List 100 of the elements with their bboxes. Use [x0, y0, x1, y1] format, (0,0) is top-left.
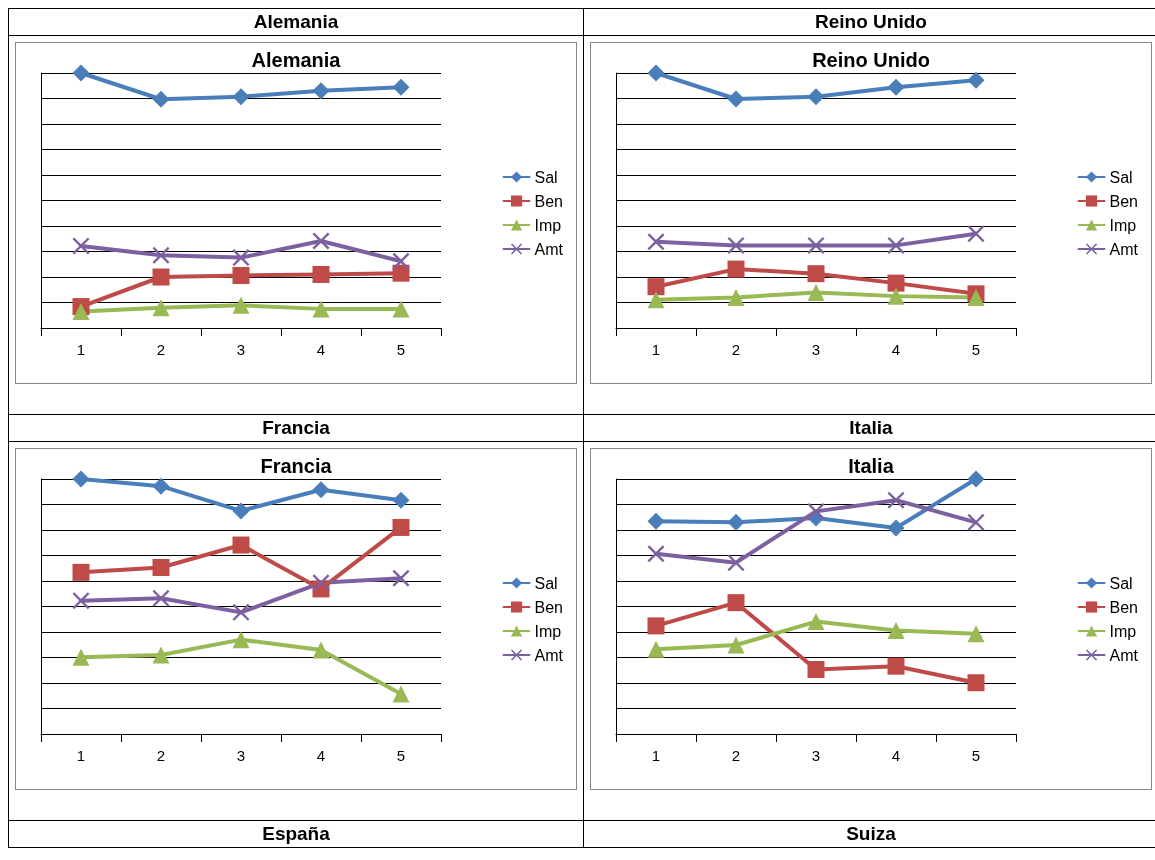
point	[152, 646, 170, 664]
point	[72, 592, 90, 610]
point	[967, 674, 985, 692]
legend-label: Ben	[1109, 598, 1138, 616]
point	[72, 470, 90, 488]
point	[647, 233, 665, 251]
point	[152, 589, 170, 607]
legend-label: Ben	[534, 192, 563, 210]
legend-label: Sal	[1109, 168, 1133, 186]
x-tick-label: 5	[971, 747, 981, 764]
point	[727, 636, 745, 654]
x-tick-label: 3	[811, 747, 821, 764]
point	[392, 252, 410, 270]
point	[72, 563, 90, 581]
point	[232, 502, 250, 520]
legend-label: Imp	[534, 216, 562, 234]
point	[887, 657, 905, 675]
point	[887, 274, 905, 292]
point	[392, 569, 410, 587]
legend-label: Imp	[534, 622, 562, 640]
x-tick-label: 5	[971, 341, 981, 358]
text: España	[8, 820, 584, 848]
chart-title: Italia	[848, 455, 895, 477]
point	[232, 631, 250, 649]
point	[647, 291, 665, 309]
point	[647, 278, 665, 296]
chart-title: Reino Unido	[812, 49, 930, 71]
x-tick-label: 2	[731, 747, 741, 764]
text: Suiza	[583, 820, 1155, 848]
point	[392, 300, 410, 318]
x-tick-label: 3	[236, 341, 246, 358]
point	[392, 685, 410, 703]
legend-label: Sal	[1109, 574, 1133, 592]
legend-label: Sal	[534, 574, 558, 592]
point	[232, 266, 250, 284]
point	[727, 236, 745, 254]
x-tick-label: 2	[731, 341, 741, 358]
legend-label: Sal	[534, 168, 558, 186]
point	[392, 491, 410, 509]
point	[727, 554, 745, 572]
text: Italia	[583, 414, 1155, 442]
text: Alemania	[8, 8, 584, 36]
point	[887, 519, 905, 537]
point	[232, 603, 250, 621]
point	[727, 260, 745, 278]
text: Francia	[8, 414, 584, 442]
point	[727, 288, 745, 306]
x-tick-label: 5	[396, 747, 406, 764]
point	[647, 640, 665, 658]
point	[232, 249, 250, 267]
legend-label: Ben	[534, 598, 563, 616]
point	[232, 88, 250, 106]
point	[312, 82, 330, 100]
legend-label: Amt	[534, 240, 564, 258]
point	[392, 518, 410, 536]
x-tick-label: 1	[76, 747, 86, 764]
point	[807, 660, 825, 678]
x-tick-label: 3	[236, 747, 246, 764]
point	[392, 264, 410, 282]
point	[312, 300, 330, 318]
point	[152, 299, 170, 317]
point	[807, 236, 825, 254]
point	[727, 90, 745, 108]
x-tick-label: 1	[651, 747, 661, 764]
x-tick-label: 4	[316, 747, 326, 764]
point	[312, 232, 330, 250]
point	[312, 265, 330, 283]
point	[312, 481, 330, 499]
point	[152, 90, 170, 108]
x-tick-label: 3	[811, 341, 821, 358]
x-tick-label: 1	[651, 341, 661, 358]
chart-title: Alemania	[251, 49, 342, 71]
legend-label: Ben	[1109, 192, 1138, 210]
point	[807, 502, 825, 520]
point	[72, 648, 90, 666]
x-tick-label: 4	[891, 747, 901, 764]
point	[807, 88, 825, 106]
point	[647, 64, 665, 82]
point	[727, 513, 745, 531]
point	[152, 268, 170, 286]
point	[887, 78, 905, 96]
x-tick-label: 2	[156, 747, 166, 764]
point	[392, 78, 410, 96]
point	[887, 491, 905, 509]
text: Reino Unido	[583, 8, 1155, 36]
point	[887, 621, 905, 639]
point	[807, 265, 825, 283]
point	[967, 470, 985, 488]
point	[807, 613, 825, 631]
point	[232, 536, 250, 554]
point	[647, 512, 665, 530]
legend-label: Imp	[1109, 216, 1137, 234]
point	[967, 71, 985, 89]
point	[312, 574, 330, 592]
point	[887, 287, 905, 305]
chart-title: Francia	[260, 455, 333, 477]
x-tick-label: 4	[891, 341, 901, 358]
point	[647, 545, 665, 563]
point	[72, 237, 90, 255]
point	[967, 625, 985, 643]
